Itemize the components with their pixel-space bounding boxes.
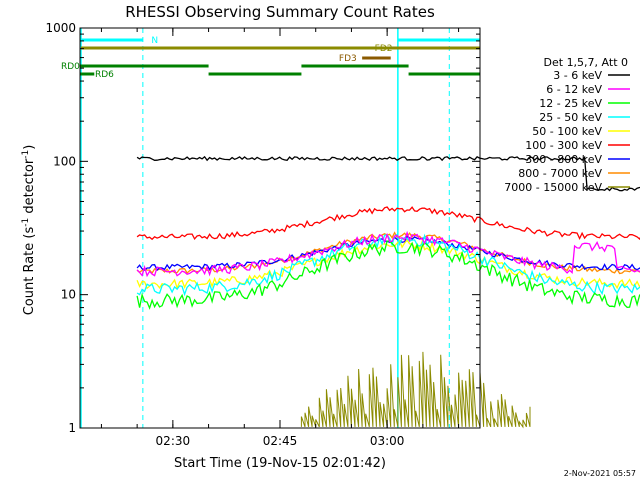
legend-label: 7000 - 15000 keV — [504, 181, 602, 194]
y-tick-label: 10 — [61, 288, 76, 302]
footer-timestamp: 2-Nov-2021 05:57 — [564, 469, 636, 478]
y-axis-label-sup1: -1 — [21, 218, 31, 227]
x-axis-label: Start Time (19-Nov-15 02:01:42) — [174, 456, 386, 471]
legend-header: Det 1,5,7, Att 0 — [544, 56, 628, 69]
y-tick-label: 100 — [53, 154, 76, 168]
legend-label: 800 - 7000 keV — [518, 167, 602, 180]
series-line-3 — [136, 233, 640, 297]
y-axis-label: Count Rate (s-1 detector-1) — [21, 145, 37, 316]
y-tick-label: 1000 — [45, 21, 76, 35]
y-tick-label: 1 — [68, 421, 76, 435]
flag-label-rd0: RD0 — [61, 62, 80, 72]
series-line-4 — [136, 239, 640, 290]
series-line-0 — [136, 155, 640, 192]
x-tick-label: 02:45 — [263, 434, 298, 448]
legend-label: 12 - 25 keV — [539, 97, 602, 110]
series-line-6 — [136, 235, 640, 272]
flag-label-n: N — [151, 36, 158, 46]
data-series — [136, 155, 640, 429]
legend-label: 100 - 300 keV — [525, 139, 602, 152]
legend-label: 6 - 12 keV — [546, 83, 602, 96]
chart-title: RHESSI Observing Summary Count Rates — [125, 3, 435, 21]
legend-label: 25 - 50 keV — [539, 111, 602, 124]
flag-label-fd2: FD2 — [375, 44, 393, 54]
legend-label: 300 - 800 keV — [525, 153, 602, 166]
y-axis-label-main: Count Rate (s — [22, 227, 37, 316]
series-line-2 — [136, 240, 640, 310]
observing-flags: N FD2 FD3 RD0 RD6 — [61, 28, 480, 428]
series-line-1 — [136, 230, 640, 278]
axes: 1 10 100 1000 02:30 02:45 03:00 — [45, 21, 480, 448]
flag-label-rd6: RD6 — [95, 70, 114, 80]
y-axis-label-end: ) — [22, 145, 37, 150]
series-line-8 — [300, 351, 531, 429]
series-line-5 — [136, 206, 640, 241]
x-tick-label: 03:00 — [370, 434, 405, 448]
legend-label: 3 - 6 keV — [553, 69, 602, 82]
y-axis-label-mid: detector — [22, 158, 37, 218]
legend-label: 50 - 100 keV — [532, 125, 602, 138]
y-axis-label-sup2: -1 — [21, 150, 31, 159]
x-tick-label: 02:30 — [156, 434, 191, 448]
flag-label-fd3: FD3 — [339, 54, 357, 64]
